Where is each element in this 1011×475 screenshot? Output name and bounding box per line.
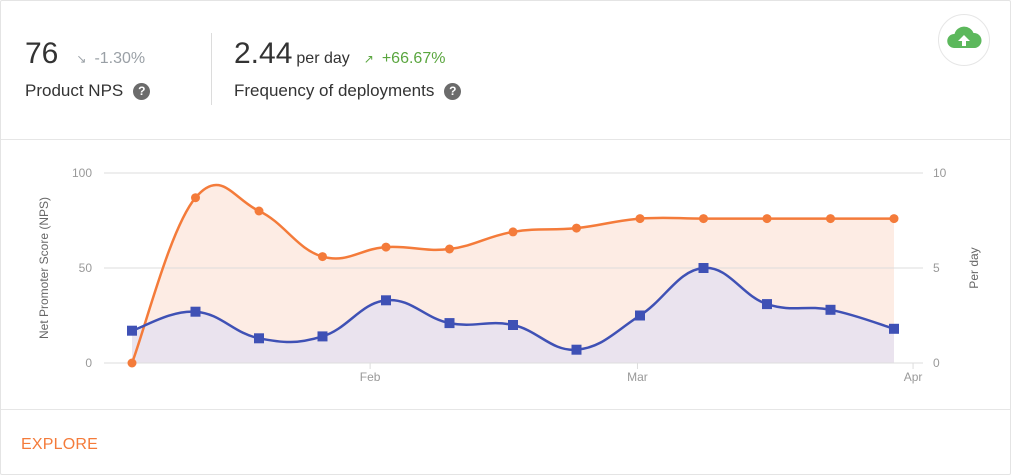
help-icon[interactable]: ? (133, 83, 151, 100)
nps-point (889, 214, 899, 224)
nps-point (191, 193, 200, 203)
nps-point (508, 227, 518, 237)
x-tick-label: Mar (627, 370, 648, 384)
divider-bottom (1, 409, 1010, 410)
nps-point (572, 223, 581, 233)
deploy-point (698, 263, 709, 273)
x-tick-label: Apr (904, 370, 923, 384)
y2-tick-label: 10 (933, 166, 947, 180)
y-tick-label: 100 (72, 166, 92, 180)
nps-point (318, 252, 327, 262)
chart-area: 0 0 50 5 100 10 Feb Mar Apr Net Promoter Score (N… (1, 141, 1010, 409)
help-icon[interactable]: ? (444, 83, 462, 100)
y2-tick-label: 5 (933, 261, 940, 275)
nps-point (127, 358, 137, 368)
metric-divider (211, 33, 212, 105)
metric-deploy-frequency: 2.44 per day ↗ +66.67% Frequency of deploym… (234, 37, 462, 100)
trend-up-icon: ↗ (363, 52, 374, 66)
deploy-point (635, 310, 645, 321)
explore-link[interactable]: EXPLORE (21, 436, 98, 453)
trend-down-indicator: ↘ -1.30% (76, 50, 145, 67)
trend-up-indicator: ↗ +66.67% (364, 50, 446, 67)
metric-trend: +66.67% (381, 50, 446, 67)
upload-button[interactable] (938, 14, 990, 66)
nps-point (635, 214, 645, 224)
cloud-upload-icon (947, 26, 982, 48)
deploy-point (825, 304, 836, 315)
metric-label-text: Frequency of deployments (234, 81, 435, 100)
nps-point (445, 244, 454, 254)
metric-trend: -1.30% (94, 50, 146, 67)
nps-deploy-chart: 0 0 50 5 100 10 Feb Mar Apr Net Promoter Score (N… (37, 166, 981, 384)
nps-point (254, 206, 264, 216)
divider-top (1, 139, 1010, 140)
deploy-point (762, 299, 772, 310)
metric-label-text: Product NPS (25, 81, 124, 100)
y-tick-label: 50 (79, 261, 93, 275)
deploy-point (317, 331, 328, 342)
metric-label: Frequency of deployments? (234, 81, 462, 101)
metric-unit: per day (296, 50, 350, 67)
metric-product-nps: 76 ↘ -1.30% Product NPS? (25, 37, 151, 100)
nps-point (762, 214, 772, 224)
y-axis-label: Net Promoter Score (NPS) (37, 197, 51, 339)
metric-value: 2.44 (234, 37, 293, 70)
deploy-point (508, 320, 518, 330)
metric-label: Product NPS? (25, 81, 151, 101)
nps-point (699, 214, 708, 224)
metrics-header: 76 ↘ -1.30% Product NPS? 2.44 per day ↗ +66.6… (1, 1, 1010, 139)
nps-point (826, 214, 835, 224)
deploy-point (889, 323, 899, 334)
trend-down-icon: ↘ (76, 52, 87, 66)
deploy-point (444, 318, 455, 329)
deploy-point (381, 295, 391, 306)
deploy-point (190, 306, 201, 317)
deploy-point (571, 344, 582, 355)
y-tick-label: 0 (85, 356, 92, 370)
deploy-point (254, 333, 264, 344)
deploy-point (127, 325, 137, 336)
metric-value: 76 (25, 37, 59, 70)
y2-axis-label: Per day (967, 247, 981, 288)
x-tick-label: Feb (360, 370, 381, 384)
nps-point (381, 242, 391, 252)
y2-tick-label: 0 (933, 356, 940, 370)
nps-line (130, 183, 894, 364)
